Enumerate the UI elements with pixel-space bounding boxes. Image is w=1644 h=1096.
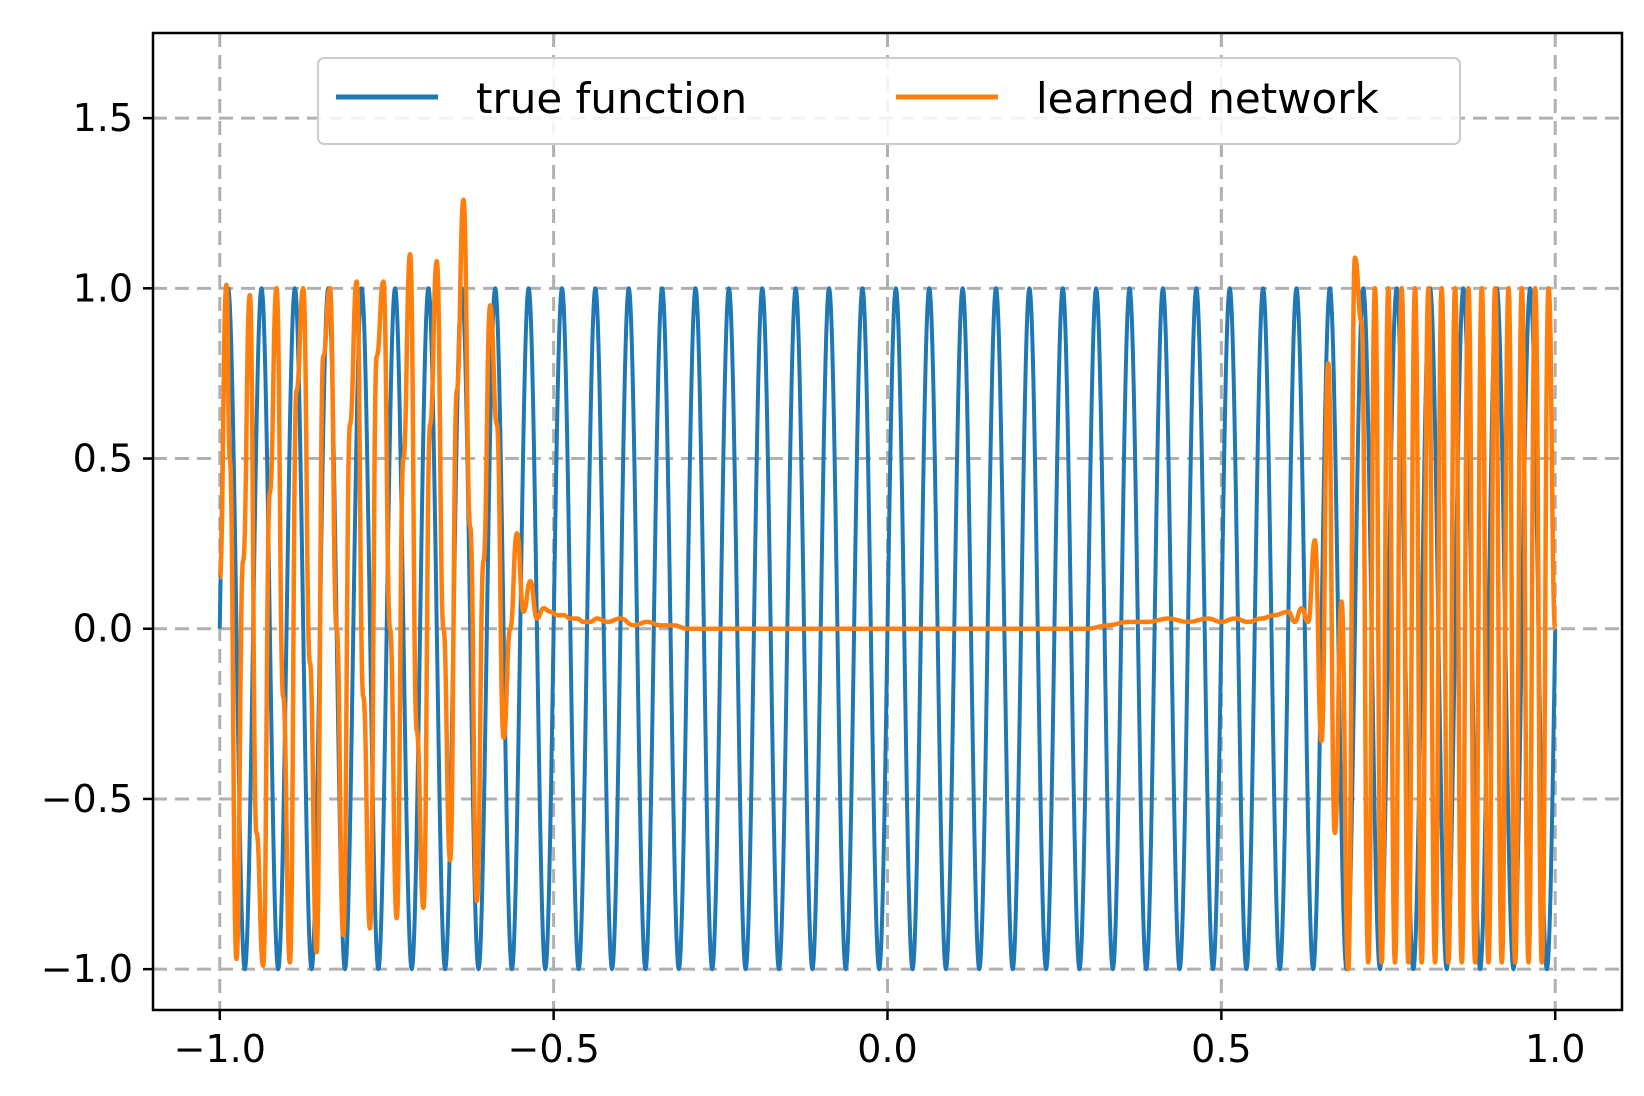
y-tick-label: 1.5 [73,96,133,140]
x-tick-label: 0.5 [1191,1027,1251,1071]
x-tick-label: 1.0 [1525,1027,1585,1071]
y-tick-label: 1.0 [73,266,133,310]
tick-layer: −1.0 −0.5 0.0 0.5 1.0 −1.0 −0.5 0.0 0.5 1.0 1.5 [41,96,1586,1071]
y-tick-label: 0.5 [73,437,133,481]
series-layer [217,197,1558,972]
x-tick-label: −1.0 [174,1027,266,1071]
legend-box [317,57,1461,145]
x-tick-label: −0.5 [507,1027,599,1071]
x-tick-label: 0.0 [857,1027,917,1071]
series-line-learned-network [217,197,1558,972]
y-tick-label: −0.5 [41,777,133,821]
legend: true function learned network [317,57,1461,145]
y-tick-label: −1.0 [41,947,133,991]
y-tick-label: 0.0 [73,607,133,651]
legend-label-true-function: true function [476,74,747,123]
legend-label-learned-network: learned network [1036,74,1379,123]
